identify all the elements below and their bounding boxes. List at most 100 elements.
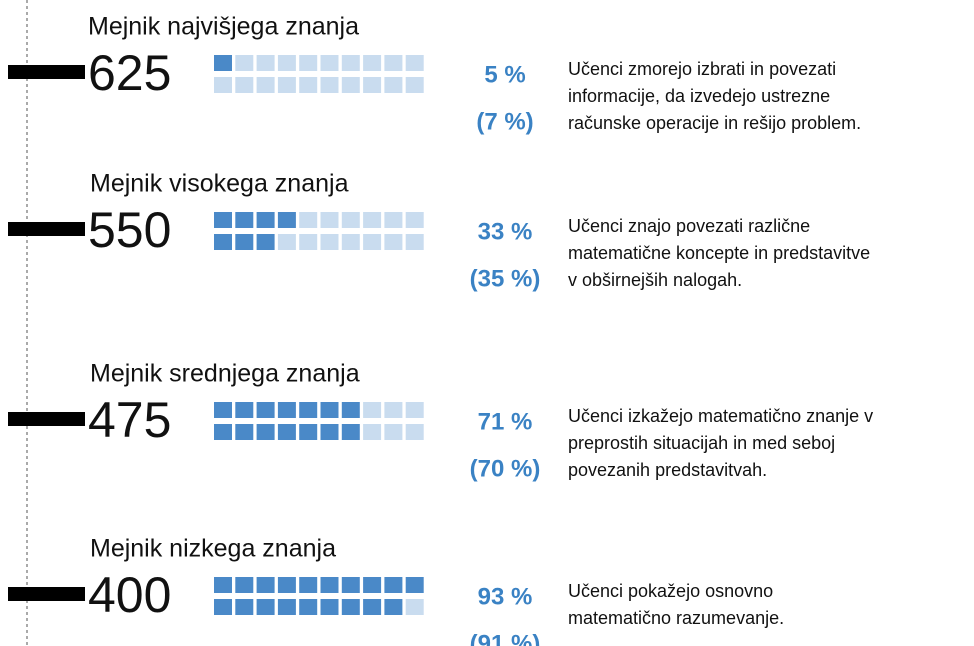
percent-square [405,402,424,418]
percent-square [384,77,403,93]
percent-square [384,212,403,228]
percent-square [277,599,296,615]
percent-square [384,234,403,250]
percent-square [235,212,254,228]
percent-square [277,577,296,593]
percent-square [299,77,318,93]
percent-square [384,55,403,71]
benchmark-title: Mejnik srednjega znanja [90,360,360,388]
percent-square [256,77,275,93]
previous-percent-label: (91 %) [470,630,541,646]
description-line: povezanih predstavitvah. [568,460,767,480]
percent-square [384,577,403,593]
percent-square [341,55,360,71]
benchmark-marker [8,222,85,236]
percent-square [256,55,275,71]
percent-square [405,77,424,93]
percent-square [256,402,275,418]
percent-square [214,55,232,71]
percent-square [363,234,382,250]
percent-square [214,77,232,93]
percent-square [256,424,275,440]
description-line: preprostih situacijah in med seboj [568,433,835,453]
description-line: v obširnejših nalogah. [568,270,742,290]
percent-square [405,55,424,71]
benchmark-score: 550 [88,202,171,258]
description-line: Učenci znajo povezati različne [568,216,810,236]
previous-percent-label: (70 %) [470,455,541,482]
percent-square [214,424,232,440]
percent-square [277,234,296,250]
benchmark-title: Mejnik najvišjega znanja [88,13,359,41]
percent-square [299,234,318,250]
percent-square [214,402,232,418]
percent-square [214,577,232,593]
percent-square [277,55,296,71]
percent-square [235,55,254,71]
percent-square [363,599,382,615]
percent-square [341,424,360,440]
percent-square [235,424,254,440]
percent-square [384,599,403,615]
benchmark-marker [8,587,85,601]
benchmark-marker [8,65,85,79]
percent-square [363,212,382,228]
percent-square [299,577,318,593]
percent-square [299,599,318,615]
percent-square [384,424,403,440]
percent-square [256,212,275,228]
percent-square [320,234,339,250]
percent-square [341,599,360,615]
percent-square [299,402,318,418]
percent-square [235,77,254,93]
description-line: informacije, da izvedejo ustrezne [568,86,830,106]
percent-square [277,402,296,418]
percent-square [320,55,339,71]
benchmark-score: 625 [88,45,171,101]
percent-square [235,402,254,418]
percent-square [214,212,232,228]
description-line: matematično razumevanje. [568,608,784,628]
benchmark-marker [8,412,85,426]
description-line: Učenci pokažejo osnovno [568,581,773,601]
percent-square [363,577,382,593]
percent-square [405,234,424,250]
percent-label: 93 % [478,583,533,610]
previous-percent-label: (35 %) [470,265,541,292]
percent-square [277,424,296,440]
percent-label: 5 % [484,61,525,88]
percent-square [384,402,403,418]
benchmark-title: Mejnik nizkega znanja [90,535,336,563]
percent-square [235,234,254,250]
percent-square [256,234,275,250]
percent-square [214,234,232,250]
percent-label: 33 % [478,218,533,245]
percent-square [320,212,339,228]
benchmark-score: 475 [88,392,171,448]
percent-square [363,55,382,71]
percent-square [405,212,424,228]
benchmark-title: Mejnik visokega znanja [90,170,349,198]
percent-square [363,77,382,93]
percent-square [256,577,275,593]
percent-square [320,599,339,615]
percent-square [235,599,254,615]
percent-square [405,577,424,593]
description-line: matematične koncepte in predstavitve [568,243,870,263]
percent-square [363,402,382,418]
description-line: Učenci zmorejo izbrati in povezati [568,59,836,79]
percent-square [405,424,424,440]
percent-square [320,77,339,93]
percent-square [299,424,318,440]
benchmark-score: 400 [88,567,171,623]
percent-square [341,212,360,228]
percent-square [277,77,296,93]
description-line: računske operacije in rešijo problem. [568,113,861,133]
percent-square [405,599,424,615]
percent-square [320,402,339,418]
percent-square [299,55,318,71]
percent-square [320,577,339,593]
percent-label: 71 % [478,408,533,435]
percent-square [214,599,232,615]
